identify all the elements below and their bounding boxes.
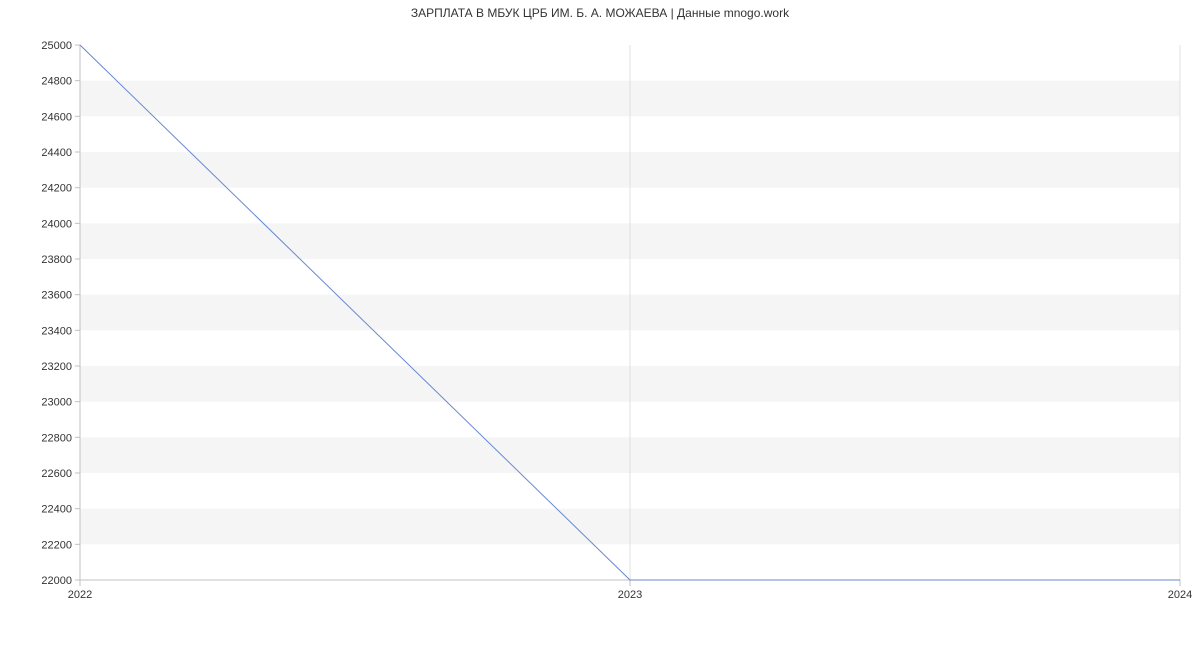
svg-text:24600: 24600 xyxy=(41,111,72,123)
chart-title: ЗАРПЛАТА В МБУК ЦРБ ИМ. Б. А. МОЖАЕВА | … xyxy=(0,6,1200,20)
svg-text:22200: 22200 xyxy=(41,539,72,551)
svg-text:24800: 24800 xyxy=(41,76,72,88)
svg-text:25000: 25000 xyxy=(41,40,72,52)
svg-text:2022: 2022 xyxy=(68,589,92,601)
chart-svg: 22000 22200 22400 22600 22800 23000 23200 23400… xyxy=(0,0,1200,650)
svg-text:23800: 23800 xyxy=(41,254,72,266)
svg-text:24400: 24400 xyxy=(41,147,72,159)
svg-text:23200: 23200 xyxy=(41,361,72,373)
svg-text:22000: 22000 xyxy=(41,575,72,587)
svg-text:2023: 2023 xyxy=(618,589,642,601)
svg-text:22800: 22800 xyxy=(41,432,72,444)
svg-text:23000: 23000 xyxy=(41,397,72,409)
svg-text:22400: 22400 xyxy=(41,504,72,516)
svg-text:23600: 23600 xyxy=(41,290,72,302)
salary-line-chart: ЗАРПЛАТА В МБУК ЦРБ ИМ. Б. А. МОЖАЕВА | … xyxy=(0,0,1200,650)
svg-text:22600: 22600 xyxy=(41,468,72,480)
svg-text:24200: 24200 xyxy=(41,183,72,195)
svg-text:2024: 2024 xyxy=(1168,589,1192,601)
svg-text:24000: 24000 xyxy=(41,218,72,230)
svg-text:23400: 23400 xyxy=(41,325,72,337)
